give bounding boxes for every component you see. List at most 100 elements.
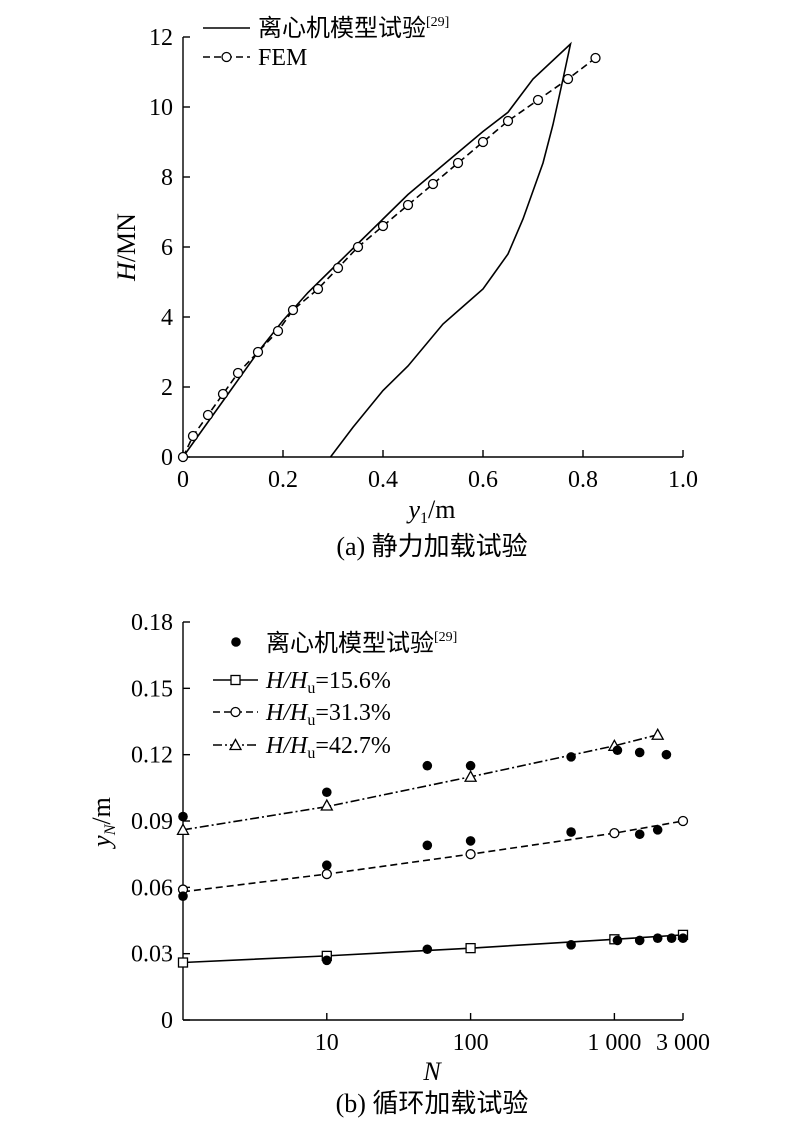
panel-a-series xyxy=(177,41,601,463)
panel-b-fem-point-3 xyxy=(651,727,665,740)
panel-a-fem-point xyxy=(377,220,389,232)
panel-b-test-point xyxy=(634,935,645,946)
panel-b-test-point xyxy=(465,760,476,771)
panel-b-legend-marker-test xyxy=(231,637,241,647)
panel-b-test-point xyxy=(612,745,623,756)
panel-b-test-point xyxy=(422,944,433,955)
panel-b-y-tick-label: 0 xyxy=(161,1008,173,1034)
panel-b-x-axis-label: N xyxy=(422,1057,442,1086)
panel-b-test-point xyxy=(652,933,663,943)
panel-a-fem-point xyxy=(287,304,299,316)
panel-b-fem-line-1 xyxy=(182,934,684,964)
panel-b-fem-point-2 xyxy=(465,849,476,860)
panel-a-legend-label-fem: FEM xyxy=(258,45,307,71)
panel-a-fem-point xyxy=(272,325,284,337)
panel-a-y-tick-label: 2 xyxy=(161,375,173,401)
panel-a-fem-point xyxy=(352,241,364,253)
panel-b-legend: 离心机模型试验[29] H/Hu=15.6% H/Hu=31.3% H/Hu=42.7… xyxy=(213,630,457,762)
panel-b-fem-point-2 xyxy=(321,868,332,880)
panel-a-x-tick-label: 1.0 xyxy=(668,467,698,493)
panel-a-legend-marker-fem xyxy=(221,51,232,63)
panel-a-x-tick-label: 0.4 xyxy=(368,467,398,493)
panel-a-test-series-line xyxy=(182,41,572,458)
panel-b-fem-line-2 xyxy=(182,820,684,893)
panel-a-y-tick-label: 6 xyxy=(161,235,173,261)
panel-b-test-point xyxy=(566,940,576,950)
panel-a-fem-point xyxy=(452,157,464,169)
panel-a-fem-point xyxy=(232,367,244,379)
panel-b-test-point xyxy=(321,860,332,871)
panel-a-fem-point xyxy=(502,115,514,127)
panel-b-test-point xyxy=(321,955,332,966)
panel-a-fem-point xyxy=(217,388,229,400)
panel-b-legend-label-1: H/Hu=15.6% xyxy=(265,668,391,697)
panel-b-test-point xyxy=(321,787,332,798)
panel-b-legend-label-3: H/Hu=42.7% xyxy=(265,733,391,762)
panel-b-x-tick-label: 3 000 xyxy=(656,1030,710,1056)
panel-b-x-tick-label: 100 xyxy=(453,1030,489,1056)
panel-a-fem-point xyxy=(202,409,214,421)
panel-a-legend-label-test: 离心机模型试验[29] xyxy=(258,15,449,42)
panel-b-test-point xyxy=(634,747,645,758)
panel-b-fem-point-1 xyxy=(177,957,189,968)
panel-b-x-tick-label: 10 xyxy=(315,1030,339,1056)
panel-a-fem-point xyxy=(252,346,264,358)
panel-b-fem-point-3 xyxy=(176,822,190,835)
panel-b-series xyxy=(176,727,689,968)
panel-b-y-tick-label: 0.03 xyxy=(131,942,173,968)
panel-b-caption: (b) 循环加载试验 xyxy=(336,1089,529,1118)
panel-a-static-loading: 0 0.2 0.4 0.6 0.8 1.0 0 2 4 6 8 10 12 离心机模型试验[29] FEM… xyxy=(112,15,698,561)
panel-a-caption: (a) 静力加载试验 xyxy=(336,532,527,561)
panel-a-fem-point xyxy=(332,262,344,274)
panel-a-y-tick-label: 10 xyxy=(149,95,173,121)
panel-a-fem-point xyxy=(590,52,601,64)
panel-b-legend-marker-1 xyxy=(230,674,241,686)
panel-a-y-tick-label: 8 xyxy=(161,165,173,191)
panel-a-x-tick-label: 0.8 xyxy=(568,467,598,493)
panel-a-fem-point xyxy=(312,283,324,295)
panel-b-test-point xyxy=(178,891,188,901)
panel-a-y-tick-label: 4 xyxy=(161,305,173,331)
panel-b-y-axis-label: yN/m xyxy=(87,797,119,850)
panel-b-test-point xyxy=(178,811,188,822)
panel-b-test-point xyxy=(666,933,677,943)
panel-b-test-point xyxy=(566,752,576,762)
panel-a-fem-point xyxy=(187,430,199,442)
panel-b-legend-marker-3 xyxy=(228,738,243,751)
panel-b-test-point xyxy=(566,827,576,837)
panel-a-y-tick-label: 12 xyxy=(149,25,173,51)
panel-b-fem-point-3 xyxy=(463,769,478,782)
panel-b-axes: 10 100 1 000 3 000 0 0.03 0.06 0.09 0.12 0.15 0.18 xyxy=(131,610,710,1056)
panel-a-x-tick-label: 0 xyxy=(177,467,189,493)
panel-a-legend: 离心机模型试验[29] FEM xyxy=(203,15,449,71)
panel-b-legend-label-2: H/Hu=31.3% xyxy=(265,700,391,729)
panel-b-test-point xyxy=(634,829,645,840)
panel-b-test-point xyxy=(422,760,433,771)
panel-b-cyclic-loading: 10 100 1 000 3 000 0 0.03 0.06 0.09 0.12 0.15 0.18… xyxy=(87,610,710,1118)
panel-b-test-point xyxy=(661,749,672,760)
panel-b-test-point xyxy=(422,840,433,851)
panel-a-y-axis-label: H/MN xyxy=(112,213,141,282)
panel-b-fem-point-3 xyxy=(320,798,334,811)
panel-b-y-tick-label: 0.18 xyxy=(131,610,173,636)
panel-a-fem-point xyxy=(402,199,414,211)
panel-b-fem-line-3 xyxy=(182,733,658,831)
panel-b-y-tick-label: 0.09 xyxy=(131,809,173,835)
panel-b-y-tick-label: 0.12 xyxy=(131,743,173,769)
panel-a-fem-point xyxy=(562,73,574,85)
panel-a-fem-series-line xyxy=(182,57,596,458)
panel-b-test-point xyxy=(612,935,623,946)
panel-b-y-tick-label: 0.06 xyxy=(131,875,173,901)
panel-b-x-tick-label: 1 000 xyxy=(587,1030,641,1056)
panel-a-x-tick-label: 0.6 xyxy=(468,467,498,493)
panel-a-x-tick-label: 0.2 xyxy=(268,467,298,493)
panel-b-test-point xyxy=(465,836,476,846)
panel-a-fem-point xyxy=(532,94,544,106)
panel-a-axes: 0 0.2 0.4 0.6 0.8 1.0 0 2 4 6 8 10 12 xyxy=(149,25,698,493)
panel-b-test-point xyxy=(678,933,688,943)
panel-b-fem-point-1 xyxy=(465,942,476,954)
panel-b-legend-marker-2 xyxy=(230,706,241,718)
panel-b-test-point xyxy=(652,825,663,835)
panel-b-y-tick-label: 0.15 xyxy=(131,676,173,702)
panel-a-fem-point xyxy=(177,451,189,463)
